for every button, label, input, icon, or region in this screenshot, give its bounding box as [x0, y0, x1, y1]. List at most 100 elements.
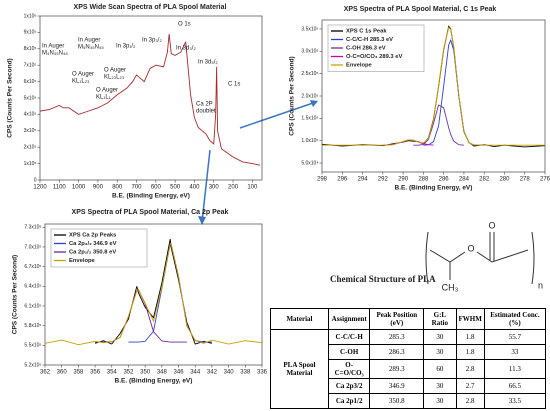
x-tick-label: 500: [170, 185, 181, 191]
legend-label: XPS C 1s Peak: [346, 29, 387, 35]
spectrum-line: [413, 104, 464, 146]
legend-label: Ca 2p₃/₂ 346.9 eV: [69, 241, 117, 247]
zoom-arrow: [201, 149, 211, 223]
y-tick-label: 3.0x10⁵: [301, 49, 318, 55]
x-tick-label: 362: [40, 370, 51, 376]
x-tick-label: 360: [57, 370, 68, 376]
bond: [429, 249, 466, 263]
x-tick-label: 354: [107, 370, 118, 376]
legend-label: C-OH 286.3 eV: [346, 46, 386, 52]
x-tick-label: 336: [257, 370, 268, 376]
table-cell: 55.7: [483, 329, 547, 345]
x-axis-label: B.E. (Binding Energy, eV): [395, 185, 473, 192]
material-cell: PLA Spool Material: [270, 329, 329, 409]
annotation: Ca 2P: [196, 102, 213, 108]
table-row: O-C=O/CO₃ 289.3 60 2.8 11.3: [271, 359, 547, 379]
table-cell: 2.7: [455, 378, 485, 394]
x-tick-label: 280: [499, 177, 510, 183]
table-cell: 1.8: [455, 344, 485, 360]
x-tick-label: 700: [132, 185, 143, 191]
x-tick-label: 900: [93, 185, 104, 191]
annotation: KL₁L₂₃: [72, 79, 90, 85]
table-cell: 30: [423, 329, 457, 345]
x-tick-label: 278: [520, 177, 531, 183]
x-tick-label: 100: [247, 185, 258, 191]
y-tick-label: 6.1x10⁵: [24, 303, 41, 309]
table-cell: 346.9: [369, 378, 425, 394]
y-tick-label: 6.4x10⁵: [24, 284, 41, 290]
x-tick-label: 352: [123, 370, 134, 376]
y-tick-label: 8x10⁵: [24, 46, 37, 52]
legend-label: Ca 2p₁/₂ 350.8 eV: [69, 250, 116, 256]
annotation: In Auger: [78, 38, 100, 44]
atom-label: CH₃: [442, 282, 459, 292]
annotation: In 3p₁/₂: [116, 44, 136, 50]
table-cell: 66.5: [483, 378, 547, 394]
x-tick-label: 286: [439, 177, 450, 183]
table-cell: 33: [483, 344, 547, 360]
y-tick-label: 2.5x10⁵: [301, 71, 318, 77]
x-tick-label: 1200: [33, 185, 47, 191]
y-tick-label: 2.0x10⁵: [301, 93, 318, 99]
y-tick-label: 1.5x10⁵: [301, 116, 318, 122]
spectrum-line: [44, 242, 263, 346]
table-cell: 350.8: [369, 393, 425, 409]
x-tick-label: 288: [418, 177, 429, 183]
y-tick-label: 4x10⁵: [24, 112, 37, 118]
x-tick-label: 290: [398, 177, 409, 183]
header-row: Material Assignment Peak Position (eV) G:L …: [270, 308, 547, 330]
table-cell: 285.3: [369, 329, 425, 345]
x-tick-label: 348: [157, 370, 168, 376]
x-tick-label: 294: [358, 177, 369, 183]
data-table: Material Assignment Peak Position (eV) G:L …: [270, 308, 547, 409]
bracket: [531, 231, 535, 285]
table-cell: 30: [423, 378, 457, 394]
x-tick-label: 292: [378, 177, 389, 183]
annotation: doublet: [196, 109, 216, 115]
y-tick-label: 6.7x10⁵: [24, 264, 41, 270]
y-tick-label: 7.3x10⁵: [24, 225, 41, 231]
annotation: O Auger: [72, 72, 94, 78]
x-tick-label: 284: [459, 177, 470, 183]
table-cell: Ca 2p3/2: [327, 378, 371, 394]
x-tick-label: 276: [540, 177, 550, 183]
legend-label: Envelope: [69, 258, 96, 264]
y-axis-label: CPS (Counts Per Second): [12, 255, 19, 334]
annotation: KL₁L₁: [96, 95, 111, 101]
y-tick-label: 7x10⁵: [24, 63, 37, 69]
annotation: M₅N₄₅N₄₅: [78, 45, 104, 51]
y-tick-label: 6x10⁵: [24, 79, 37, 85]
y-tick-label: 5.5x10⁵: [24, 343, 41, 349]
header-cell: Estimated Conc. (%): [483, 308, 547, 330]
y-tick-label: 0: [34, 177, 37, 183]
table-cell: 1.8: [455, 329, 485, 345]
legend-box: [50, 228, 148, 268]
table-cell: O-C=O/CO₃: [327, 359, 371, 379]
x-tick-label: 344: [190, 370, 201, 376]
chart-title: XPS Spectra of PLA Spool Material, C 1s …: [344, 6, 497, 13]
table-row: Ca 2p3/2 346.9 30 2.7 66.5: [271, 378, 547, 394]
table-cell: 30: [423, 344, 457, 360]
y-tick-label: 2x10⁵: [24, 145, 37, 151]
repeat-label: n: [538, 280, 543, 290]
legend-box: [327, 24, 425, 72]
zoom-arrow: [239, 101, 317, 129]
annotation: In 3d₅/₂: [198, 60, 218, 66]
annotation: O 1s: [178, 22, 191, 28]
annotation: In Auger: [42, 44, 64, 50]
y-tick-label: 3x10⁵: [24, 128, 37, 134]
x-tick-label: 282: [479, 177, 490, 183]
x-tick-label: 358: [73, 370, 84, 376]
x-tick-label: 296: [337, 177, 348, 183]
table-row: PLA Spool Material C-C/C-H 285.3 30 1.8 55.7: [270, 329, 547, 409]
table-cell: 60: [423, 359, 457, 379]
header-cell: FWHM: [455, 308, 485, 330]
legend-label: C-C/C-H 285.3 eV: [346, 37, 393, 43]
y-tick-label: 3.5x10⁵: [301, 26, 318, 32]
bond: [476, 249, 529, 263]
table-cell: Ca 2p1/2: [327, 393, 371, 409]
table-cell: 286.3: [369, 344, 425, 360]
header-cell: Assignment: [327, 308, 371, 330]
table-cell: 289.3: [369, 359, 425, 379]
spectrum-line: [39, 33, 261, 166]
